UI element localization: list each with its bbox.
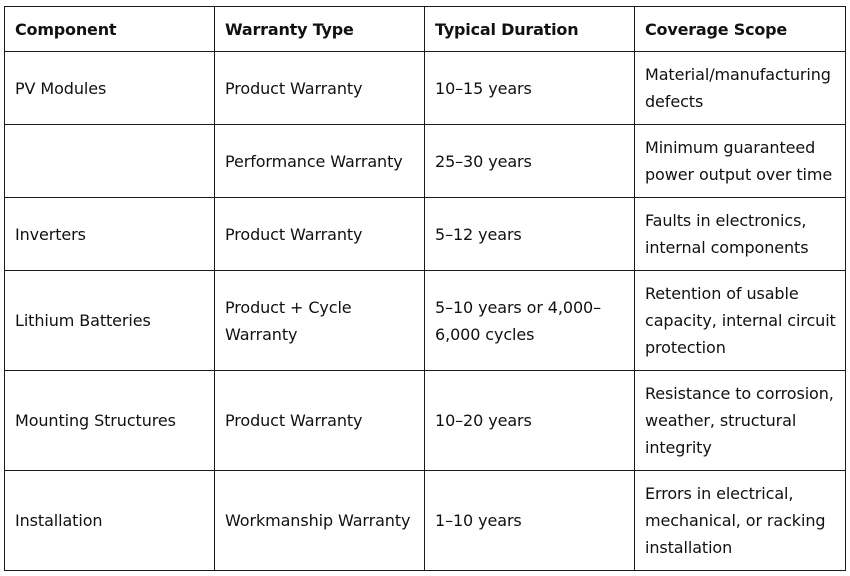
table-row: PV Modules Product Warranty 10–15 years …	[4, 51, 846, 125]
coverage-line: integrity	[645, 438, 712, 457]
coverage-line: Minimum guaranteed	[645, 138, 816, 157]
header-typical-duration: Typical Duration	[424, 6, 635, 52]
cell-coverage: Errors in electrical, mechanical, or rack…	[634, 470, 846, 571]
cell-component: Installation	[4, 470, 215, 571]
coverage-line: Material/manufacturing	[645, 65, 831, 84]
warranty-table: Component Warranty Type Typical Duration…	[4, 6, 846, 571]
cell-warranty-type: Product Warranty	[214, 197, 425, 271]
cell-duration: 5–12 years	[424, 197, 635, 271]
warranty-type-line: Product + Cycle	[225, 297, 352, 317]
table-row: Installation Workmanship Warranty 1–10 y…	[4, 470, 846, 571]
table-body: PV Modules Product Warranty 10–15 years …	[4, 51, 846, 571]
duration-line: 5–10 years or 4,000–	[435, 297, 602, 317]
cell-coverage: Faults in electronics, internal component…	[634, 197, 846, 271]
cell-duration: 10–15 years	[424, 51, 635, 125]
cell-component	[4, 124, 215, 198]
cell-component: PV Modules	[4, 51, 215, 125]
cell-duration: 10–20 years	[424, 370, 635, 471]
table-row: Performance Warranty 25–30 years Minimum…	[4, 124, 846, 198]
cell-warranty-type: Performance Warranty	[214, 124, 425, 198]
cell-coverage: Retention of usable capacity, internal ci…	[634, 270, 846, 371]
cell-component: Inverters	[4, 197, 215, 271]
cell-warranty-type: Product Warranty	[214, 370, 425, 471]
coverage-line: Errors in electrical,	[645, 484, 794, 503]
cell-component: Lithium Batteries	[4, 270, 215, 371]
table-row: Lithium Batteries Product + Cycle Warrant…	[4, 270, 846, 371]
cell-warranty-type: Workmanship Warranty	[214, 470, 425, 571]
header-row: Component Warranty Type Typical Duration…	[4, 6, 846, 52]
table-header: Component Warranty Type Typical Duration…	[4, 6, 846, 52]
cell-coverage: Minimum guaranteed power output over time	[634, 124, 846, 198]
coverage-line: internal components	[645, 238, 809, 257]
table-row: Inverters Product Warranty 5–12 years Fa…	[4, 197, 846, 271]
cell-warranty-type: Product Warranty	[214, 51, 425, 125]
coverage-line: Retention of usable	[645, 284, 799, 303]
header-coverage-scope: Coverage Scope	[634, 6, 846, 52]
cell-coverage: Resistance to corrosion, weather, structu…	[634, 370, 846, 471]
coverage-line: installation	[645, 538, 733, 557]
cell-duration: 1–10 years	[424, 470, 635, 571]
header-warranty-type: Warranty Type	[214, 6, 425, 52]
coverage-line: power output over time	[645, 165, 833, 184]
warranty-type-line: Warranty	[225, 324, 298, 344]
coverage-line: protection	[645, 338, 726, 357]
coverage-line: weather, structural	[645, 411, 797, 430]
cell-duration: 25–30 years	[424, 124, 635, 198]
cell-coverage: Material/manufacturing defects	[634, 51, 846, 125]
cell-duration: 5–10 years or 4,000– 6,000 cycles	[424, 270, 635, 371]
coverage-line: capacity, internal circuit	[645, 311, 836, 330]
header-component: Component	[4, 6, 215, 52]
coverage-line: defects	[645, 92, 704, 111]
cell-component: Mounting Structures	[4, 370, 215, 471]
coverage-line: mechanical, or racking	[645, 511, 826, 530]
coverage-line: Resistance to corrosion,	[645, 384, 834, 403]
table-row: Mounting Structures Product Warranty 10–…	[4, 370, 846, 471]
cell-warranty-type: Product + Cycle Warranty	[214, 270, 425, 371]
duration-line: 6,000 cycles	[435, 324, 535, 344]
coverage-line: Faults in electronics,	[645, 211, 807, 230]
